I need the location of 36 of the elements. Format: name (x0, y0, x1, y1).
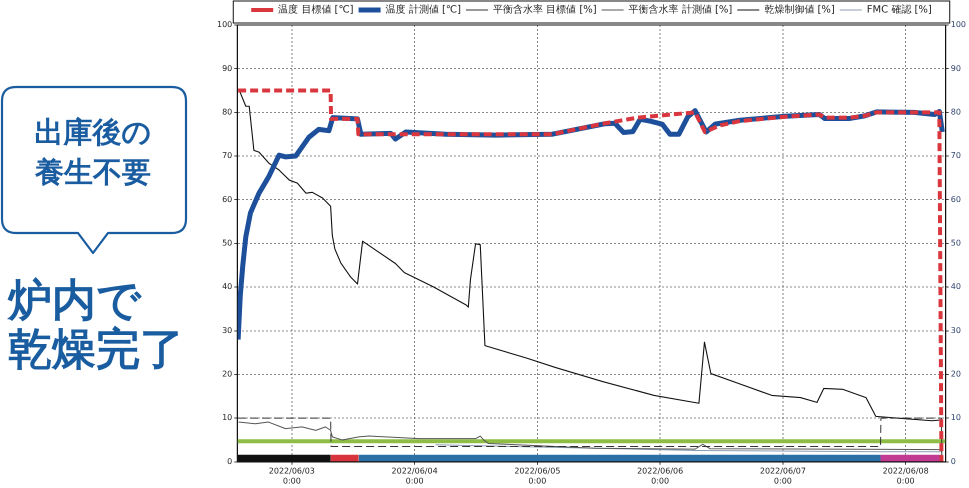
x-tick-label: 2022/06/05 0:00 (514, 466, 560, 486)
y2-tick-label: 50 (950, 238, 961, 248)
y-tick-label: 20 (222, 370, 232, 379)
y2-tick-label: 40 (950, 282, 961, 292)
x-tick-label: 2022/06/04 0:00 (392, 466, 438, 486)
y-tick-label: 80 (222, 107, 232, 116)
y2-tick-label: 80 (950, 107, 961, 116)
y2-tick-label: 30 (950, 326, 961, 335)
legend-label: 温度 目標値 [℃] (278, 4, 354, 16)
y-tick-label: 100 (216, 20, 232, 30)
y-tick-label: 70 (222, 151, 232, 160)
text: 炉内で乾燥完了 (8, 276, 184, 374)
x-tick-label: 2022/06/06 0:00 (637, 466, 684, 486)
text: 出庫後の養生不要 (34, 116, 152, 191)
legend-label: 平衡含水率 計測値 [%] (628, 4, 732, 16)
legend-label: 温度 計測値 [℃] (386, 4, 462, 16)
y-tick-label: 90 (222, 64, 232, 73)
y-tick-label: 10 (222, 413, 232, 422)
y2-tick-label: 0 (950, 456, 956, 466)
y-tick-label: 60 (222, 194, 232, 204)
y2-tick-label: 60 (950, 194, 961, 204)
legend-label: FMC 確認 [%] (866, 4, 932, 16)
y2-tick-label: 100 (950, 20, 966, 30)
x-tick-label: 2022/06/07 0:00 (760, 466, 806, 486)
x-tick-label: 2022/06/03 0:00 (268, 466, 315, 486)
x-tick-label: 2022/06/08 0:00 (882, 466, 929, 486)
y2-tick-label: 90 (950, 64, 961, 73)
y-tick-label: 0 (227, 456, 232, 466)
legend-label: 平衡含水率 目標値 [%] (492, 4, 597, 16)
legend-label: 乾燥制御値 [%] (764, 4, 835, 16)
y-tick-label: 30 (222, 326, 232, 335)
y-tick-label: 50 (222, 238, 232, 248)
y-tick-label: 40 (222, 282, 232, 292)
y2-tick-label: 20 (950, 370, 961, 379)
y2-tick-label: 10 (950, 413, 961, 422)
y2-tick-label: 70 (950, 151, 961, 160)
